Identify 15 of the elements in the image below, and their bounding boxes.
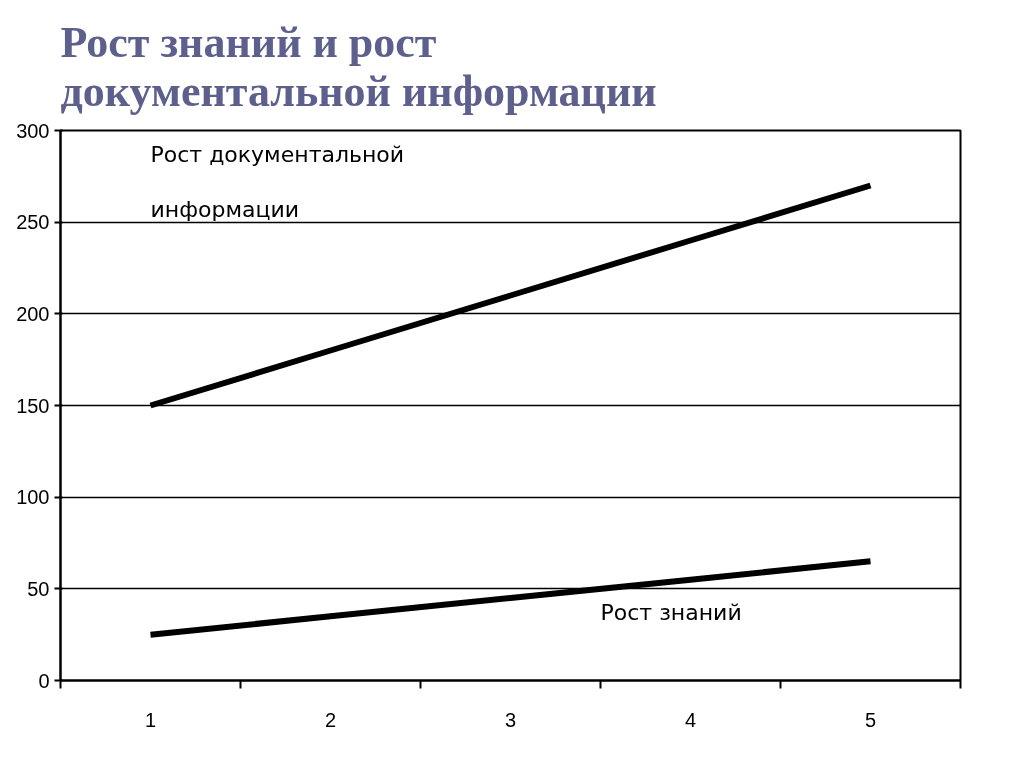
x-tick-label: 5 <box>864 708 877 731</box>
y-tick-label: 0 <box>38 669 50 692</box>
y-tick-label: 300 <box>16 119 50 142</box>
y-tick-label: 200 <box>16 302 50 325</box>
y-tick-label: 50 <box>27 577 50 600</box>
x-tick-label: 1 <box>144 708 157 731</box>
x-tick-label: 2 <box>324 708 337 731</box>
y-tick-label: 250 <box>16 211 50 234</box>
chart-title: Рост знаний и рост документальной информации <box>60 17 657 116</box>
series-label: Рост знаний <box>600 599 742 625</box>
text: Рост документальной информации <box>150 141 405 222</box>
x-tick-label: 4 <box>684 708 697 731</box>
x-tick-label: 3 <box>504 708 517 731</box>
y-tick-label: 100 <box>16 486 50 509</box>
y-tick-label: 150 <box>16 394 50 417</box>
